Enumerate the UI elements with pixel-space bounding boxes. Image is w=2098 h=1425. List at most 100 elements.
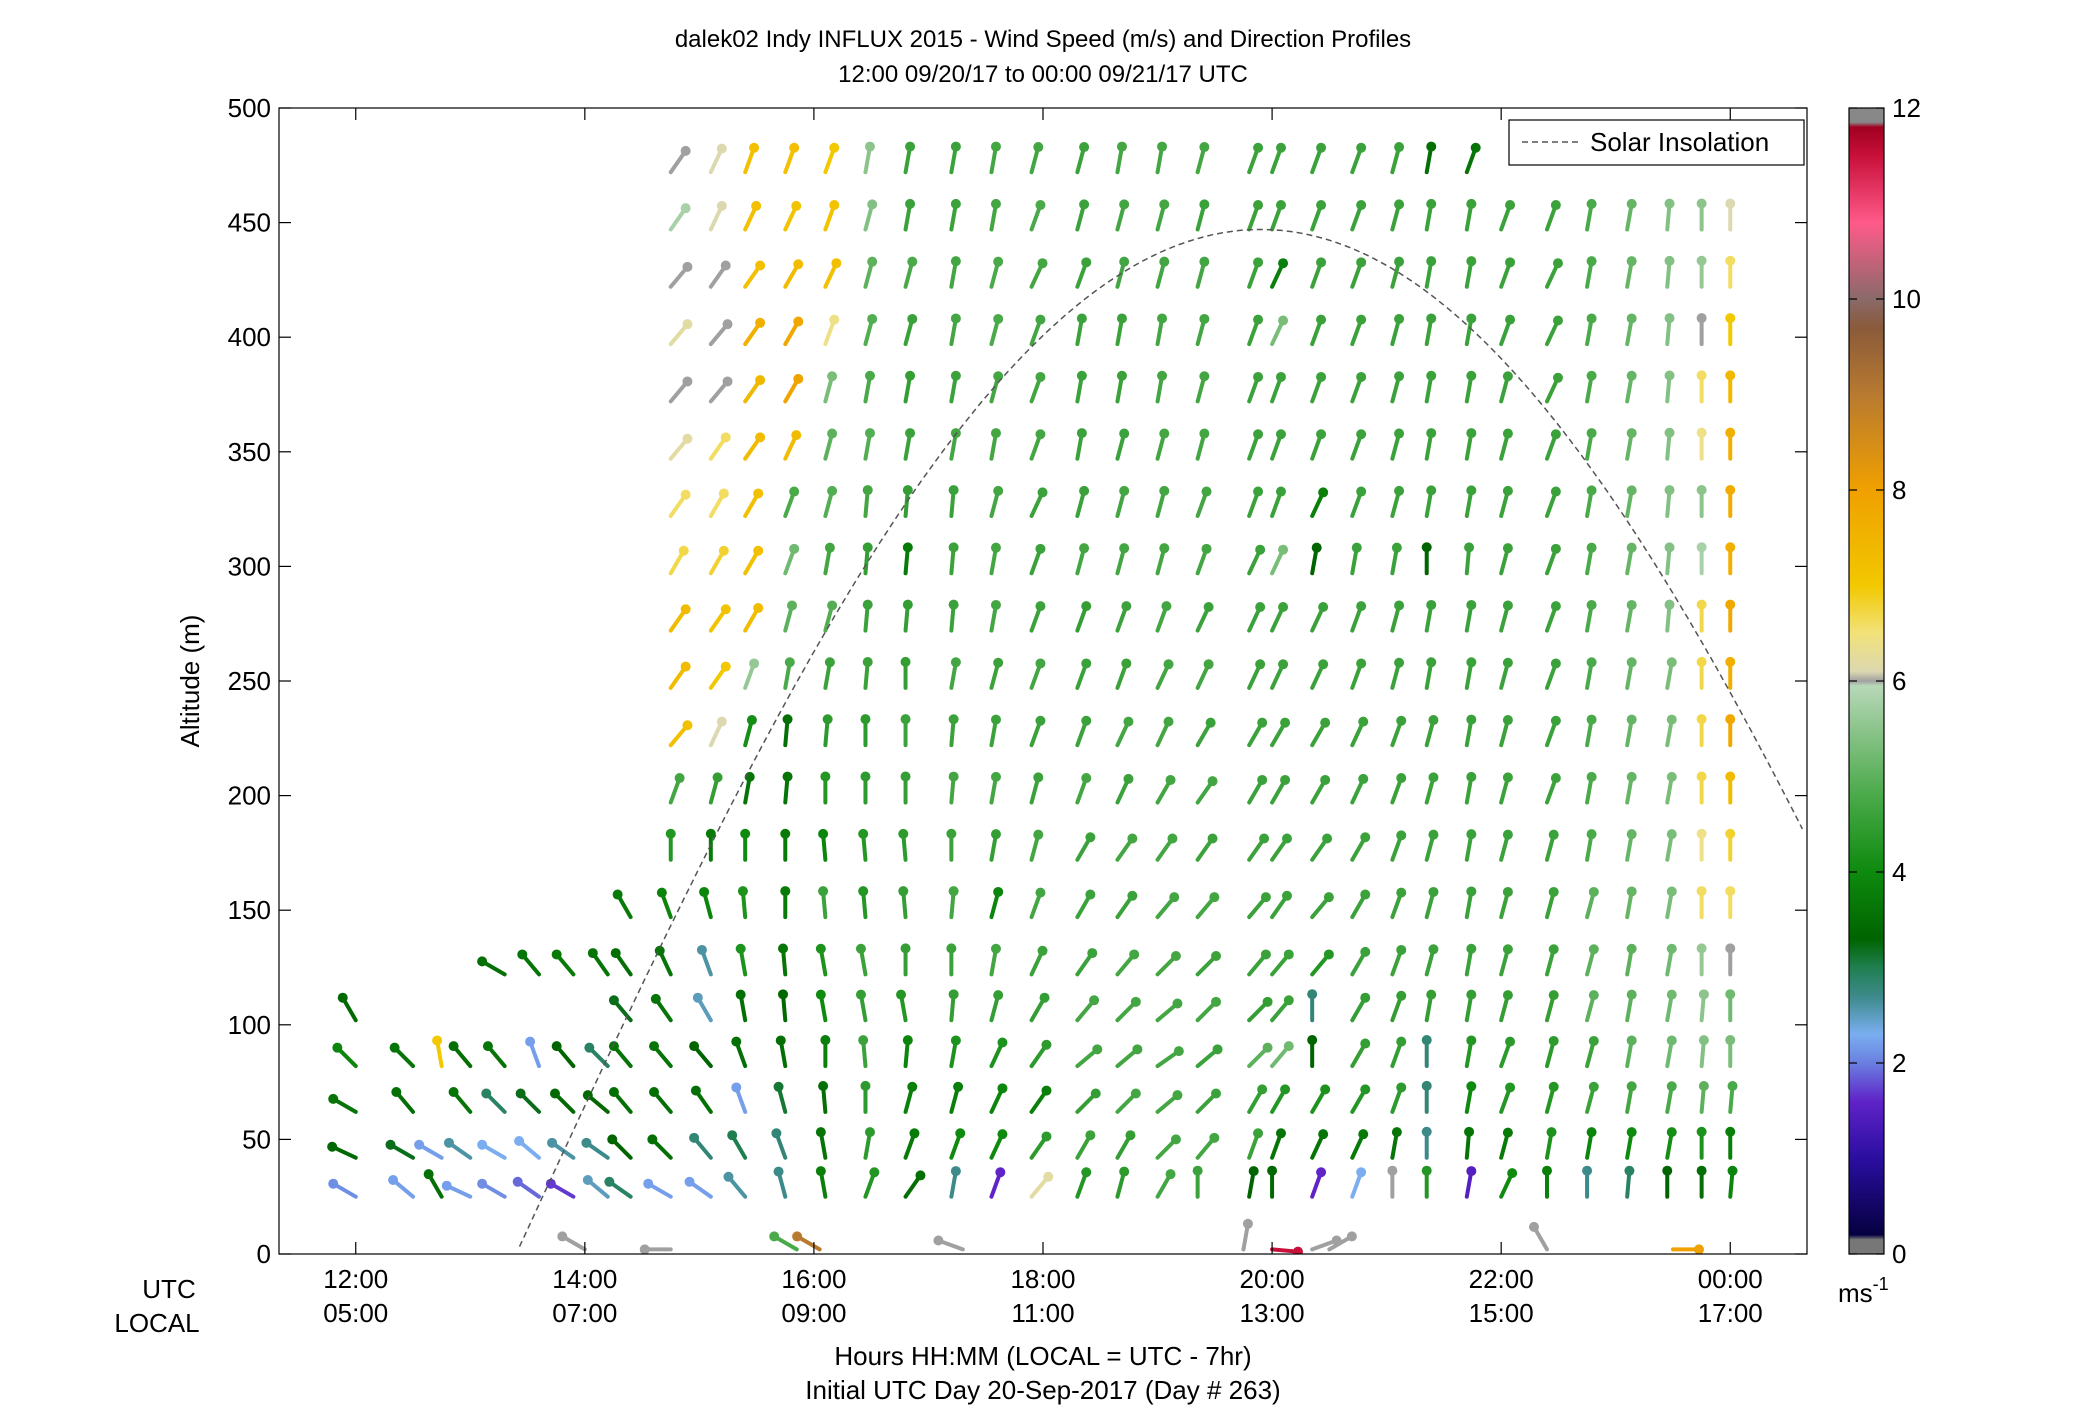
wind-barb-head <box>858 886 869 897</box>
wind-barb <box>860 1080 871 1114</box>
wind-barb <box>1115 890 1138 920</box>
wind-barb <box>1585 1081 1599 1114</box>
wind-barb-head <box>990 428 1001 439</box>
wind-barb-head <box>749 658 760 669</box>
wind-barb <box>863 256 878 289</box>
wind-barb <box>1270 659 1289 690</box>
wind-barb-head <box>902 599 913 610</box>
wind-barb <box>517 949 542 977</box>
wind-barb-head <box>1725 714 1736 725</box>
wind-barb <box>1464 1035 1477 1069</box>
wind-barb-head <box>869 1167 880 1178</box>
wind-barb-head <box>1505 314 1516 325</box>
wind-barb <box>1725 771 1736 805</box>
x-tick-label-local: 13:00 <box>1240 1298 1305 1328</box>
wind-barb <box>1725 828 1736 862</box>
wind-barb <box>643 1178 673 1199</box>
wind-barb <box>1350 486 1367 518</box>
wind-barb <box>1390 485 1405 518</box>
wind-barb-head <box>1211 950 1222 961</box>
wind-barb <box>1499 772 1513 805</box>
wind-barb-head <box>789 486 800 497</box>
wind-barb-head <box>1548 1035 1559 1046</box>
wind-barb <box>512 1176 542 1199</box>
wind-barb-head <box>787 600 798 611</box>
wind-barb-head <box>1320 774 1331 785</box>
wind-barb-head <box>1426 657 1437 668</box>
wind-barb <box>608 995 633 1023</box>
wind-barb <box>1725 198 1736 232</box>
wind-barb <box>1029 142 1044 175</box>
wind-barb-head <box>1664 427 1675 438</box>
wind-barb <box>551 949 576 977</box>
wind-barb-head <box>1421 542 1432 553</box>
wind-barb <box>1307 1035 1318 1069</box>
wind-barb-head <box>1092 1044 1103 1055</box>
wind-barb <box>743 658 760 690</box>
wind-barb-head <box>1119 543 1130 554</box>
wind-barb <box>1350 142 1367 175</box>
wind-barb-head <box>1586 485 1597 496</box>
wind-barb <box>783 373 804 404</box>
wind-barb <box>1155 256 1170 289</box>
wind-barb-head <box>1165 1169 1176 1180</box>
wind-barb <box>989 886 1004 920</box>
wind-barb-head <box>1588 1035 1599 1046</box>
wind-barb-head <box>1318 602 1329 613</box>
wind-barb-head <box>1318 487 1329 498</box>
wind-barb <box>1696 771 1707 805</box>
wind-barb <box>1499 1082 1516 1114</box>
wind-barb <box>414 1139 444 1160</box>
y-tick-label: 450 <box>228 208 271 238</box>
wind-barb <box>783 259 804 289</box>
wind-barb <box>1696 828 1707 862</box>
wind-barb <box>692 992 713 1023</box>
wind-barb-head <box>990 599 1001 610</box>
wind-barb <box>1350 992 1371 1023</box>
wind-barb <box>696 944 713 977</box>
wind-barb-head <box>1323 949 1334 960</box>
wind-barb <box>1115 1130 1136 1160</box>
wind-barb <box>1350 1129 1369 1160</box>
wind-barb-head <box>639 1244 650 1254</box>
wind-barb-head <box>1035 658 1046 669</box>
wind-barb <box>1544 1127 1557 1160</box>
wind-barb <box>1029 715 1046 748</box>
wind-barb <box>823 657 835 690</box>
wind-barb <box>1310 1084 1331 1114</box>
wind-barb <box>448 1086 473 1114</box>
wind-barb <box>1696 1165 1707 1199</box>
wind-barb <box>1625 771 1637 805</box>
wind-barb <box>1155 141 1168 175</box>
wind-barb <box>1270 774 1291 805</box>
wind-barb <box>989 198 1001 232</box>
wind-barb <box>780 828 791 862</box>
wind-barb-head <box>1159 543 1170 554</box>
wind-barb-head <box>1119 256 1130 267</box>
wind-barb <box>818 828 829 862</box>
y-axis-label: Altitude (m) <box>175 615 205 748</box>
wind-barb-head <box>1257 774 1268 785</box>
wind-barb <box>783 430 802 461</box>
wind-barb <box>1075 543 1090 576</box>
wind-barb-head <box>650 993 661 1004</box>
wind-barb-head <box>441 1180 452 1191</box>
wind-barb <box>1464 989 1477 1023</box>
wind-barb <box>1390 715 1407 748</box>
wind-barb <box>647 1134 673 1160</box>
wind-barb <box>948 886 959 920</box>
wind-barb-head <box>1085 1130 1096 1141</box>
wind-barb-head <box>1698 1035 1709 1046</box>
wind-barb-head <box>1696 828 1707 839</box>
wind-barb <box>989 141 1001 175</box>
wind-barb <box>1029 429 1046 461</box>
wind-barb-head <box>557 1231 568 1242</box>
wind-barb-head <box>1502 715 1513 726</box>
wind-barb <box>1544 715 1561 748</box>
wind-barb-head <box>680 661 691 672</box>
wind-barb <box>1115 601 1132 633</box>
wind-barb-head <box>1283 949 1294 960</box>
wind-barb-head <box>1466 256 1477 267</box>
wind-barb-head <box>1207 776 1218 787</box>
